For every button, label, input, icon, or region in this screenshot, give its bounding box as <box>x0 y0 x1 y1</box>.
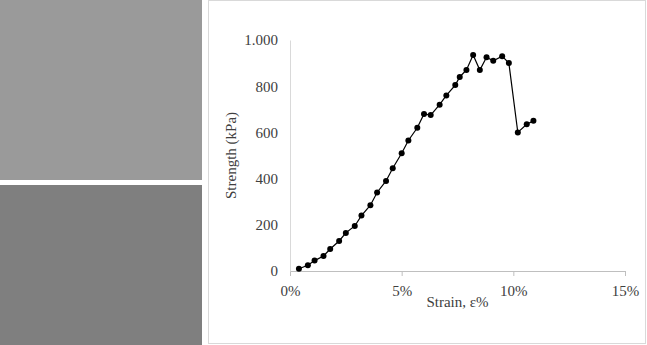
y-tick: 400 <box>256 171 291 187</box>
data-point <box>484 54 490 60</box>
x-axis-title: Strain, ε% <box>426 294 488 310</box>
y-tick: 200 <box>256 217 291 233</box>
data-point <box>374 189 380 195</box>
data-point <box>470 52 476 58</box>
data-point <box>390 165 396 171</box>
photo-top <box>0 0 202 180</box>
y-tick: 800 <box>256 79 291 95</box>
x-tick-label: 15% <box>612 283 640 299</box>
x-tick-label: 0% <box>281 283 301 299</box>
data-point <box>421 111 427 117</box>
data-point <box>305 262 311 268</box>
data-point <box>463 67 469 73</box>
y-axis-title: Strength (kPa) <box>223 112 240 199</box>
y-axis: 0 200 400 600 800 1.000 <box>244 32 290 279</box>
y-tick-label: 800 <box>256 79 279 95</box>
data-point <box>336 238 342 244</box>
y-axis-line <box>290 41 291 272</box>
data-point <box>296 266 302 272</box>
y-tick-label: 400 <box>256 171 279 187</box>
data-point <box>405 137 411 143</box>
data-point <box>499 53 505 59</box>
canvas: 0% 5% 10% 15% 0 200 400 600 800 1.000 Strain, ε% St… <box>0 0 647 345</box>
data-point <box>358 213 364 219</box>
y-tick-label: 0 <box>271 263 279 279</box>
x-tick: 5% <box>392 271 412 299</box>
x-tick-mark <box>513 271 514 276</box>
y-tick-label: 200 <box>256 217 279 233</box>
chart-frame <box>209 1 646 344</box>
x-tick-mark <box>625 271 626 276</box>
y-tick: 1.000 <box>244 32 290 48</box>
y-tick-label: 600 <box>256 125 279 141</box>
x-tick-mark <box>402 271 403 276</box>
data-point <box>321 253 327 259</box>
x-tick: 0% <box>281 271 301 299</box>
x-tick: 15% <box>612 271 640 299</box>
data-point <box>399 150 405 156</box>
data-point <box>352 223 358 229</box>
data-point <box>443 92 449 98</box>
x-tick-label: 10% <box>500 283 528 299</box>
y-tick: 0 <box>271 263 291 279</box>
y-tick-label: 1.000 <box>244 32 278 48</box>
data-point <box>312 258 318 264</box>
x-tick: 10% <box>500 271 528 299</box>
data-point <box>457 74 463 80</box>
data-point <box>437 102 443 108</box>
series-line <box>299 55 533 269</box>
data-point <box>452 82 458 88</box>
data-point <box>524 121 530 127</box>
x-tick-mark <box>290 271 291 276</box>
data-point <box>327 246 333 252</box>
data-point <box>428 112 434 118</box>
x-axis-line <box>291 272 626 277</box>
data-point <box>530 118 536 124</box>
data-point <box>506 60 512 66</box>
data-point <box>515 129 521 135</box>
data-point <box>490 58 496 64</box>
photo-bottom <box>0 185 202 345</box>
data-point <box>477 67 483 73</box>
y-tick: 600 <box>256 125 291 141</box>
data-point <box>414 125 420 131</box>
data-point <box>367 202 373 208</box>
plot-area <box>296 52 537 272</box>
x-tick-label: 5% <box>392 283 412 299</box>
data-point <box>383 178 389 184</box>
data-point <box>343 230 349 236</box>
